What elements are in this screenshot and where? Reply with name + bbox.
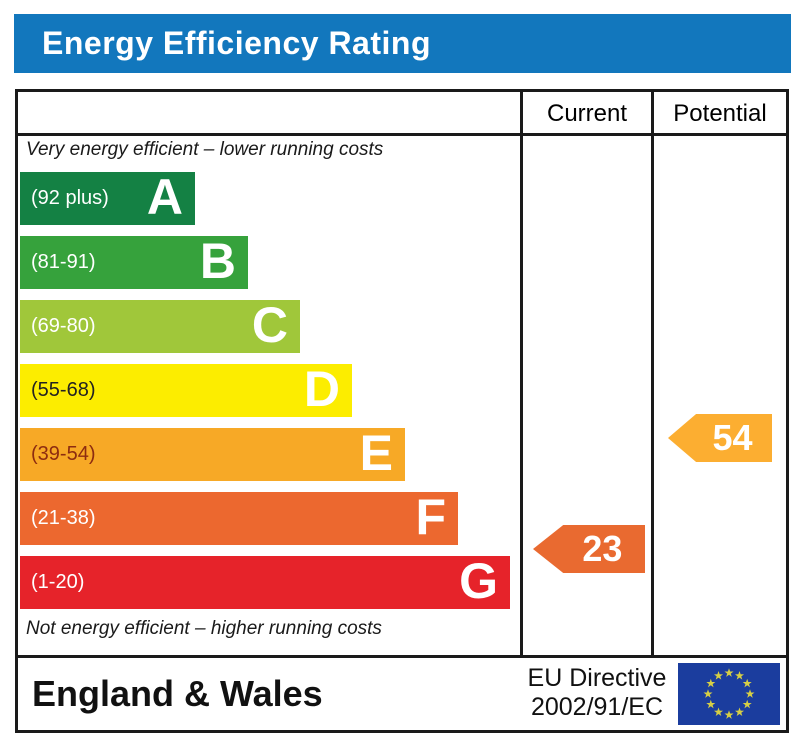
band-letter: A [146,169,183,225]
band-letter: B [199,233,236,289]
title-bar: Energy Efficiency Rating [14,14,791,73]
eu-directive-line2: 2002/91/EC [530,693,664,721]
band-range-label: (81-91) [31,251,96,273]
footer-region-label: England & Wales [32,673,323,714]
band-bar-c: (69-80) C [20,300,300,353]
potential-rating-arrow: 54 [668,414,772,462]
potential-column-divider [651,92,654,655]
band-bar-b: (81-91) B [20,236,248,289]
column-header-current: Current [546,100,628,127]
band-letter: F [415,489,446,545]
band-range-label: (1-20) [31,571,85,593]
column-header-potential: Potential [673,100,767,127]
band-bar-g: (1-20) G [20,556,510,609]
current-column-divider [520,92,523,655]
band-bar-e: (39-54) E [20,428,405,481]
eu-directive-text: EU Directive 2002/91/EC [516,664,678,722]
current-rating-arrow: 23 [533,525,645,573]
eu-directive-line1: EU Directive [527,664,667,692]
header-divider [18,133,786,136]
band-letter: D [303,361,340,417]
band-range-label: (69-80) [31,315,96,337]
band-range-label: (92 plus) [31,187,109,209]
potential-rating-value: 54 [712,417,753,458]
page-title: Energy Efficiency Rating [42,25,431,61]
band-range-label: (21-38) [31,507,96,529]
top-caption: Very energy efficient – lower running co… [26,139,384,160]
band-bar-d: (55-68) D [20,364,352,417]
eu-flag [678,663,780,725]
bottom-caption: Not energy efficient – higher running co… [26,618,382,639]
band-range-label: (39-54) [31,443,96,465]
band-letter: G [459,553,498,609]
band-bar-a: (92 plus) A [20,172,195,225]
current-rating-value: 23 [582,528,623,569]
band-letter: C [251,297,288,353]
band-bar-f: (21-38) F [20,492,458,545]
eu-flag-image [678,663,780,725]
footer-divider [18,655,786,658]
rating-table: Current Potential Very energy efficient … [15,89,789,733]
band-letter: E [359,425,393,481]
band-range-label: (55-68) [31,379,96,401]
